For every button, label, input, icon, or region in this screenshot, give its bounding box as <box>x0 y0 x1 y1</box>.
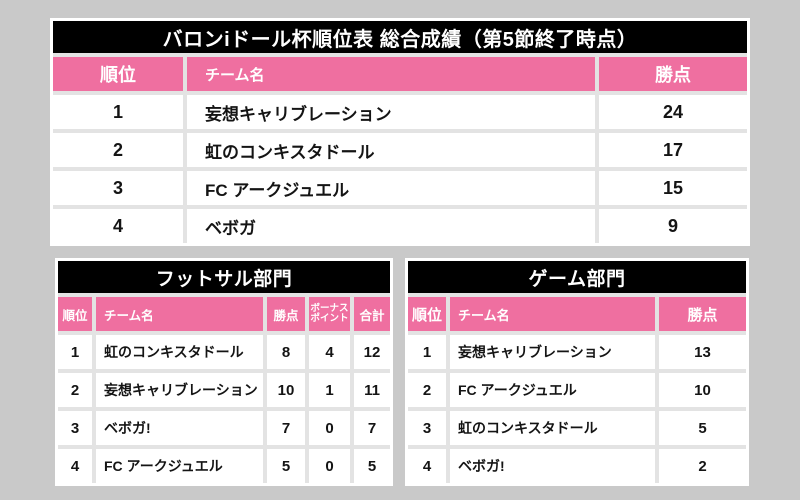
futsal-table-title: フットサル部門 <box>58 261 390 293</box>
total-cell: 5 <box>354 449 390 483</box>
rank-cell: 1 <box>408 335 446 369</box>
team-cell: 虹のコンキスタドール <box>187 133 595 167</box>
total-cell: 11 <box>354 373 390 407</box>
overall-header-rank: 順位 <box>53 57 183 91</box>
futsal-header-team: チーム名 <box>96 297 263 331</box>
total-cell: 12 <box>354 335 390 369</box>
points-cell: 15 <box>599 171 747 205</box>
points-cell: 5 <box>267 449 305 483</box>
team-cell: ベボガ <box>187 209 595 243</box>
rank-cell: 1 <box>58 335 92 369</box>
game-header-rank: 順位 <box>408 297 446 331</box>
rank-cell: 1 <box>53 95 183 129</box>
team-cell: ベボガ! <box>96 411 263 445</box>
points-cell: 5 <box>659 411 746 445</box>
rank-cell: 3 <box>58 411 92 445</box>
overall-standings-table: バロンiドール杯順位表 総合成績（第5節終了時点） 順位 チーム名 勝点 1 妄… <box>50 18 750 246</box>
futsal-header-bonus-line2: ポイント <box>310 313 349 324</box>
rank-cell: 2 <box>408 373 446 407</box>
bonus-cell: 0 <box>309 411 350 445</box>
team-cell: 虹のコンキスタドール <box>450 411 655 445</box>
game-table-title: ゲーム部門 <box>408 261 746 293</box>
team-cell: 虹のコンキスタドール <box>96 335 263 369</box>
bonus-cell: 4 <box>309 335 350 369</box>
futsal-header-bonus-line1: ボーナス <box>310 302 349 314</box>
rank-cell: 2 <box>58 373 92 407</box>
team-cell: FC アークジュエル <box>96 449 263 483</box>
game-header-team: チーム名 <box>450 297 655 331</box>
points-cell: 24 <box>599 95 747 129</box>
total-cell: 7 <box>354 411 390 445</box>
futsal-header-bonus: ボーナス ポイント <box>309 297 350 331</box>
points-cell: 9 <box>599 209 747 243</box>
rank-cell: 3 <box>53 171 183 205</box>
team-cell: 妄想キャリブレーション <box>450 335 655 369</box>
rank-cell: 3 <box>408 411 446 445</box>
points-cell: 7 <box>267 411 305 445</box>
game-division-table: ゲーム部門 順位 チーム名 勝点 1 妄想キャリブレーション 13 2 FC ア… <box>405 258 749 486</box>
rank-cell: 2 <box>53 133 183 167</box>
futsal-header-rank: 順位 <box>58 297 92 331</box>
points-cell: 13 <box>659 335 746 369</box>
overall-header-points: 勝点 <box>599 57 747 91</box>
points-cell: 2 <box>659 449 746 483</box>
futsal-header-total: 合計 <box>354 297 390 331</box>
futsal-division-table: フットサル部門 順位 チーム名 勝点 ボーナス ポイント 合計 1 虹のコンキス… <box>55 258 393 486</box>
team-cell: ベボガ! <box>450 449 655 483</box>
bonus-cell: 1 <box>309 373 350 407</box>
rank-cell: 4 <box>408 449 446 483</box>
points-cell: 8 <box>267 335 305 369</box>
rank-cell: 4 <box>53 209 183 243</box>
bonus-cell: 0 <box>309 449 350 483</box>
team-cell: 妄想キャリブレーション <box>96 373 263 407</box>
points-cell: 10 <box>267 373 305 407</box>
overall-table-title: バロンiドール杯順位表 総合成績（第5節終了時点） <box>53 21 747 53</box>
points-cell: 17 <box>599 133 747 167</box>
team-cell: 妄想キャリブレーション <box>187 95 595 129</box>
overall-header-team: チーム名 <box>187 57 595 91</box>
game-header-points: 勝点 <box>659 297 746 331</box>
team-cell: FC アークジュエル <box>450 373 655 407</box>
team-cell: FC アークジュエル <box>187 171 595 205</box>
points-cell: 10 <box>659 373 746 407</box>
futsal-header-points: 勝点 <box>267 297 305 331</box>
rank-cell: 4 <box>58 449 92 483</box>
